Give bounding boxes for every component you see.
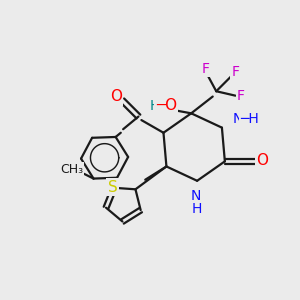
Text: F: F xyxy=(231,65,239,79)
Text: O: O xyxy=(256,153,268,168)
Text: F: F xyxy=(201,62,209,76)
Text: N: N xyxy=(191,188,201,203)
Text: ─H: ─H xyxy=(240,112,259,126)
Text: CH₃: CH₃ xyxy=(60,163,83,176)
Text: O: O xyxy=(110,89,122,104)
Text: ─O: ─O xyxy=(156,98,177,113)
Text: H: H xyxy=(150,99,160,113)
Text: F: F xyxy=(237,89,245,103)
Text: S: S xyxy=(108,180,118,195)
Text: H: H xyxy=(192,202,202,216)
Text: N: N xyxy=(232,112,243,126)
